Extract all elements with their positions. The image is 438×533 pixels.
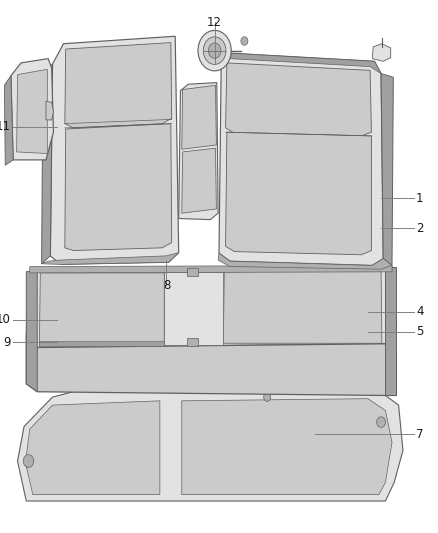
Polygon shape bbox=[182, 399, 392, 495]
Polygon shape bbox=[182, 148, 216, 213]
Text: 10: 10 bbox=[0, 313, 11, 326]
Polygon shape bbox=[218, 253, 392, 269]
Text: 2: 2 bbox=[416, 222, 424, 235]
Polygon shape bbox=[46, 101, 53, 120]
Polygon shape bbox=[372, 44, 391, 61]
Polygon shape bbox=[65, 43, 172, 128]
Polygon shape bbox=[26, 336, 396, 395]
Text: 8: 8 bbox=[163, 279, 170, 292]
Polygon shape bbox=[385, 266, 396, 395]
Polygon shape bbox=[219, 53, 383, 265]
Bar bbox=[187, 268, 198, 276]
Circle shape bbox=[264, 393, 271, 401]
Bar bbox=[187, 338, 198, 346]
Polygon shape bbox=[42, 253, 179, 264]
Polygon shape bbox=[179, 83, 218, 220]
Circle shape bbox=[377, 417, 385, 427]
Text: 11: 11 bbox=[0, 120, 11, 133]
Circle shape bbox=[23, 455, 34, 467]
Polygon shape bbox=[221, 53, 381, 74]
Polygon shape bbox=[17, 69, 47, 154]
Polygon shape bbox=[164, 272, 223, 345]
Polygon shape bbox=[25, 401, 160, 495]
Polygon shape bbox=[226, 132, 371, 255]
Polygon shape bbox=[26, 266, 396, 348]
Circle shape bbox=[198, 30, 231, 71]
Text: 5: 5 bbox=[416, 325, 424, 338]
Polygon shape bbox=[381, 74, 393, 265]
Circle shape bbox=[241, 37, 248, 45]
Polygon shape bbox=[30, 265, 392, 273]
Text: 4: 4 bbox=[416, 305, 424, 318]
Text: 7: 7 bbox=[416, 428, 424, 441]
Text: 9: 9 bbox=[4, 336, 11, 349]
Polygon shape bbox=[65, 124, 172, 251]
Text: 12: 12 bbox=[207, 16, 222, 29]
Polygon shape bbox=[11, 59, 53, 160]
Polygon shape bbox=[223, 271, 382, 343]
Polygon shape bbox=[50, 36, 179, 264]
Circle shape bbox=[203, 37, 226, 64]
Polygon shape bbox=[4, 76, 13, 165]
Text: 1: 1 bbox=[416, 192, 424, 205]
Circle shape bbox=[208, 43, 221, 58]
Polygon shape bbox=[226, 63, 371, 136]
Polygon shape bbox=[18, 389, 403, 501]
Polygon shape bbox=[39, 273, 164, 345]
Polygon shape bbox=[39, 341, 164, 346]
Polygon shape bbox=[42, 64, 53, 264]
Polygon shape bbox=[182, 85, 216, 149]
Polygon shape bbox=[26, 269, 37, 392]
